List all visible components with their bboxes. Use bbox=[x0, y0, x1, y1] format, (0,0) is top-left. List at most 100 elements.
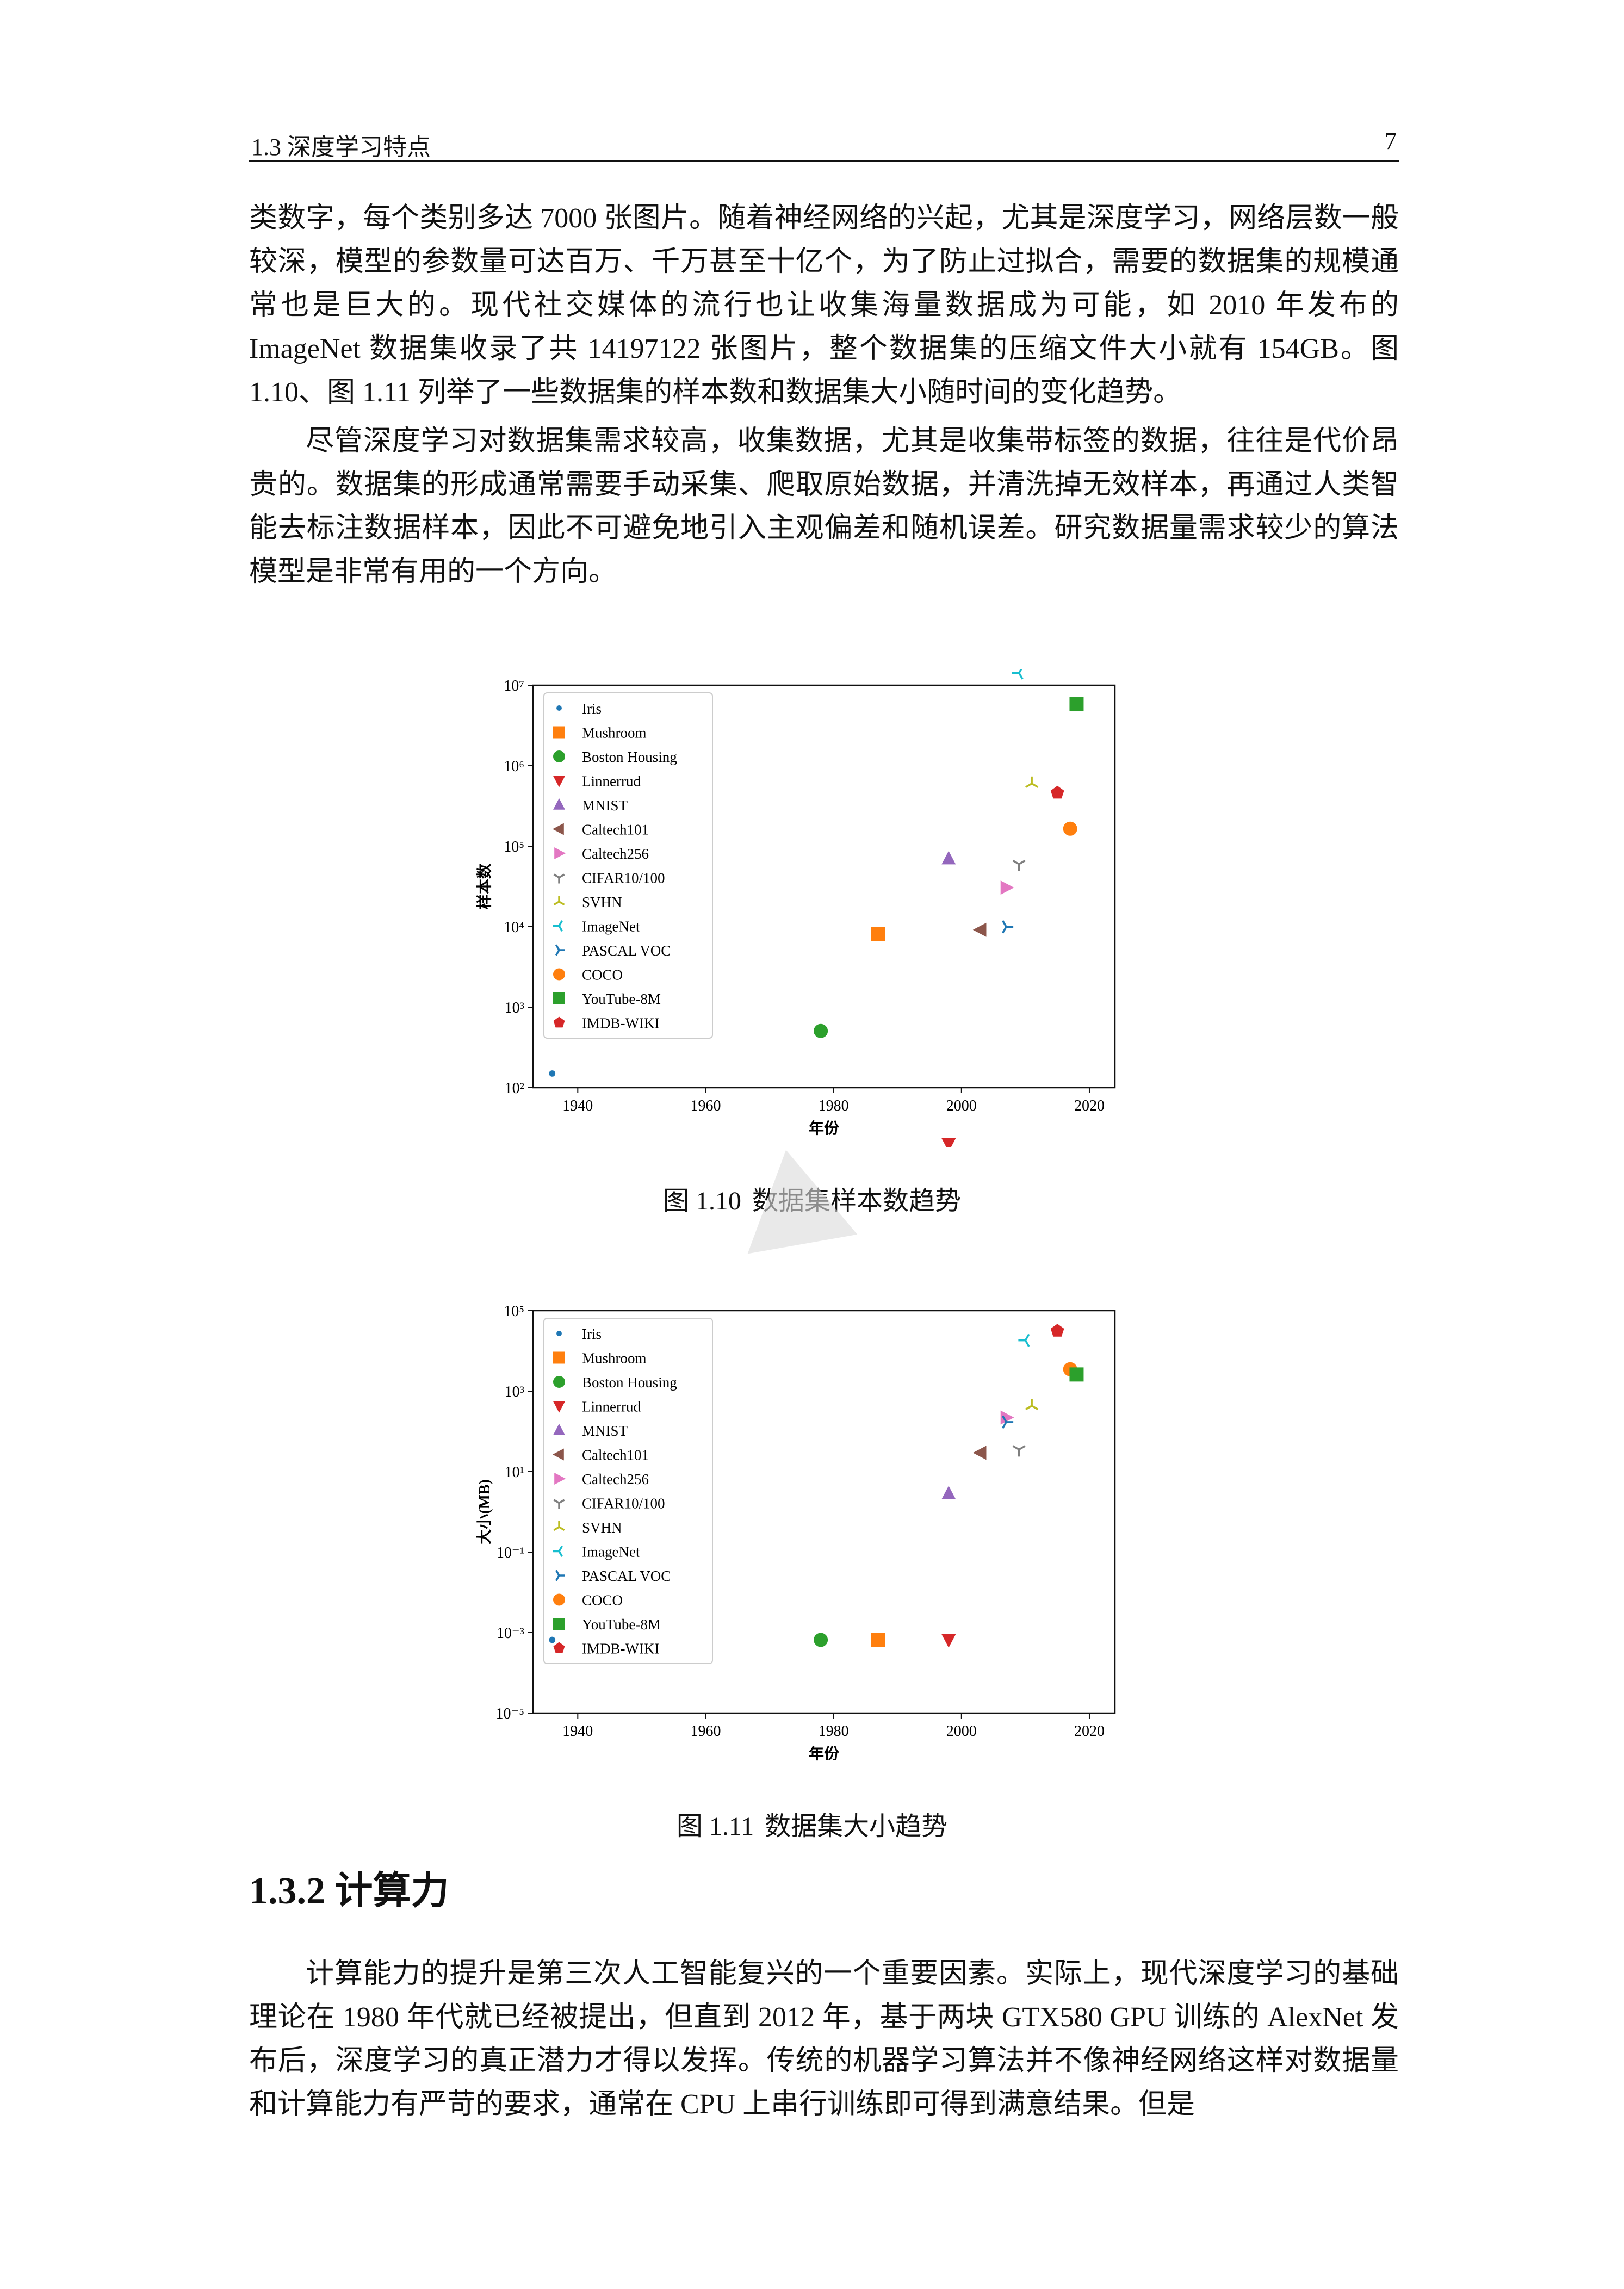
data-point bbox=[1063, 821, 1077, 836]
y-tick-label: 10⁶ bbox=[504, 758, 524, 775]
legend-marker bbox=[553, 750, 565, 762]
data-point bbox=[1025, 776, 1039, 788]
data-point bbox=[941, 851, 956, 865]
legend-marker bbox=[555, 944, 565, 956]
y-tick-label: 10⁻⁵ bbox=[495, 1705, 524, 1722]
legend-marker bbox=[553, 1016, 565, 1028]
data-point bbox=[941, 1486, 956, 1499]
data-point bbox=[1012, 1445, 1026, 1457]
y-tick-label: 10³ bbox=[505, 1000, 524, 1016]
data-point bbox=[549, 1636, 556, 1643]
legend-entry: ImageNet bbox=[582, 919, 640, 935]
legend-marker bbox=[553, 1593, 565, 1606]
legend-marker bbox=[553, 920, 563, 932]
legend-entry: CIFAR10/100 bbox=[582, 1496, 665, 1512]
legend-entry: Linnerrud bbox=[582, 773, 641, 790]
y-tick-label: 10² bbox=[505, 1080, 524, 1097]
section-heading: 1.3.2 计算力 bbox=[249, 1870, 449, 1912]
page-number: 7 bbox=[1385, 128, 1397, 154]
legend-entry: Mushroom bbox=[582, 1350, 647, 1367]
legend-entry: MNIST bbox=[582, 797, 628, 814]
data-point bbox=[972, 1446, 987, 1460]
y-tick-label: 10¹ bbox=[505, 1464, 524, 1481]
paragraph-1: 类数字，每个类别多达 7000 张图片。随着神经网络的兴起，尤其是深度学习，网络… bbox=[249, 203, 1399, 408]
x-tick-label: 1960 bbox=[690, 1097, 721, 1114]
y-tick-label: 10⁴ bbox=[504, 919, 524, 936]
paragraph-2: 尽管深度学习对数据集需求较高，收集数据，尤其是收集带标签的数据，往往是代价昂贵的… bbox=[249, 426, 1399, 587]
y-axis-label: 样本数 bbox=[475, 863, 493, 909]
legend-entry: IMDB-WIKI bbox=[582, 1641, 659, 1657]
figure-1-11-caption: 图 1.11 数据集大小趋势 bbox=[0, 1804, 1624, 1843]
figure-caption-text: 数据集大小趋势 bbox=[765, 1812, 948, 1841]
legend-marker bbox=[553, 1618, 565, 1630]
data-point bbox=[871, 1633, 885, 1647]
x-tick-label: 1980 bbox=[819, 1097, 849, 1114]
legend-entry: YouTube-8M bbox=[582, 1616, 661, 1633]
legend: Iris Mushroom Boston Housing Linnerrud MNIST… bbox=[543, 692, 713, 1039]
data-point bbox=[1012, 669, 1024, 680]
legend-marker bbox=[553, 873, 565, 884]
x-axis-label: 年份 bbox=[809, 1745, 839, 1763]
legend-marker bbox=[553, 776, 565, 787]
legend-marker bbox=[556, 705, 562, 711]
plot-frame bbox=[532, 684, 1116, 1089]
legend-entry: COCO bbox=[582, 967, 623, 983]
legend-entry: SVHN bbox=[582, 894, 622, 910]
running-section-title: 1.3 深度学习特点 bbox=[251, 134, 431, 160]
figure-label: 图 1.11 bbox=[676, 1812, 754, 1841]
figure-caption-text: 数据集样本数趋势 bbox=[752, 1187, 962, 1215]
legend-entry: Boston Housing bbox=[582, 1374, 677, 1391]
y-axis-label: 大小(MB) bbox=[476, 1479, 493, 1544]
legend: Iris Mushroom Boston Housing Linnerrud MNIST… bbox=[543, 1318, 713, 1664]
figure-1-11-chart: 1940 1960 1980 2000 2020 10⁻⁵ 10⁻³ 10⁻¹ 10¹ 10³ 10… bbox=[476, 1303, 1116, 1763]
data-point bbox=[549, 1070, 556, 1077]
legend-entry: Caltech256 bbox=[582, 1471, 649, 1487]
legend-entry: Linnerrud bbox=[582, 1399, 641, 1415]
page-header: 1.3 深度学习特点 7 bbox=[249, 126, 1399, 162]
x-tick-label: 2020 bbox=[1074, 1097, 1105, 1114]
legend-entry: COCO bbox=[582, 1592, 623, 1609]
legend-marker bbox=[554, 1473, 566, 1485]
legend-marker bbox=[555, 1570, 565, 1581]
data-point bbox=[1000, 880, 1014, 895]
legend-entry: Iris bbox=[582, 1326, 602, 1342]
legend-marker bbox=[553, 968, 565, 981]
figure-label: 图 1.10 bbox=[662, 1187, 741, 1215]
data-point bbox=[871, 927, 885, 941]
data-point bbox=[814, 1633, 828, 1647]
legend-entry: PASCAL VOC bbox=[582, 1568, 671, 1584]
y-tick-label: 10⁵ bbox=[504, 839, 524, 855]
data-point bbox=[1025, 1399, 1039, 1411]
legend-entry: Mushroom bbox=[582, 725, 647, 741]
legend-entry: PASCAL VOC bbox=[582, 942, 671, 959]
plot-frame bbox=[532, 1310, 1116, 1714]
legend-marker bbox=[552, 1448, 564, 1461]
legend-marker bbox=[553, 1521, 565, 1531]
x-tick-label: 1980 bbox=[819, 1723, 849, 1740]
x-tick-label: 2000 bbox=[946, 1723, 977, 1740]
y-tick-label: 10⁷ bbox=[504, 678, 524, 694]
x-tick-label: 2020 bbox=[1074, 1723, 1105, 1740]
figure-1-10-caption: 图 1.10 数据集样本数趋势 bbox=[0, 1179, 1624, 1217]
legend-marker bbox=[553, 798, 565, 810]
legend-marker bbox=[553, 726, 565, 739]
data-point bbox=[941, 1138, 956, 1147]
paragraph-3: 计算能力的提升是第三次人工智能复兴的一个重要因素。实际上，现代深度学习的基础理论… bbox=[249, 1958, 1399, 2120]
y-tick-label: 10⁻¹ bbox=[497, 1544, 524, 1561]
x-axis-label: 年份 bbox=[809, 1119, 839, 1137]
legend-marker bbox=[553, 1401, 565, 1413]
legend-box bbox=[543, 1318, 713, 1664]
data-point bbox=[1000, 1410, 1014, 1425]
legend-marker bbox=[553, 1423, 565, 1435]
legend-entry: YouTube-8M bbox=[582, 991, 661, 1007]
legend-marker bbox=[553, 1546, 563, 1557]
legend-entry: Boston Housing bbox=[582, 749, 677, 765]
y-tick-label: 10⁵ bbox=[504, 1303, 524, 1320]
legend-marker bbox=[552, 823, 564, 835]
legend-box bbox=[543, 692, 713, 1039]
data-point bbox=[972, 922, 987, 937]
data-point bbox=[1069, 697, 1084, 712]
legend-entry: Caltech256 bbox=[582, 846, 649, 862]
legend-marker bbox=[553, 1642, 565, 1653]
data-point bbox=[1018, 1333, 1030, 1347]
